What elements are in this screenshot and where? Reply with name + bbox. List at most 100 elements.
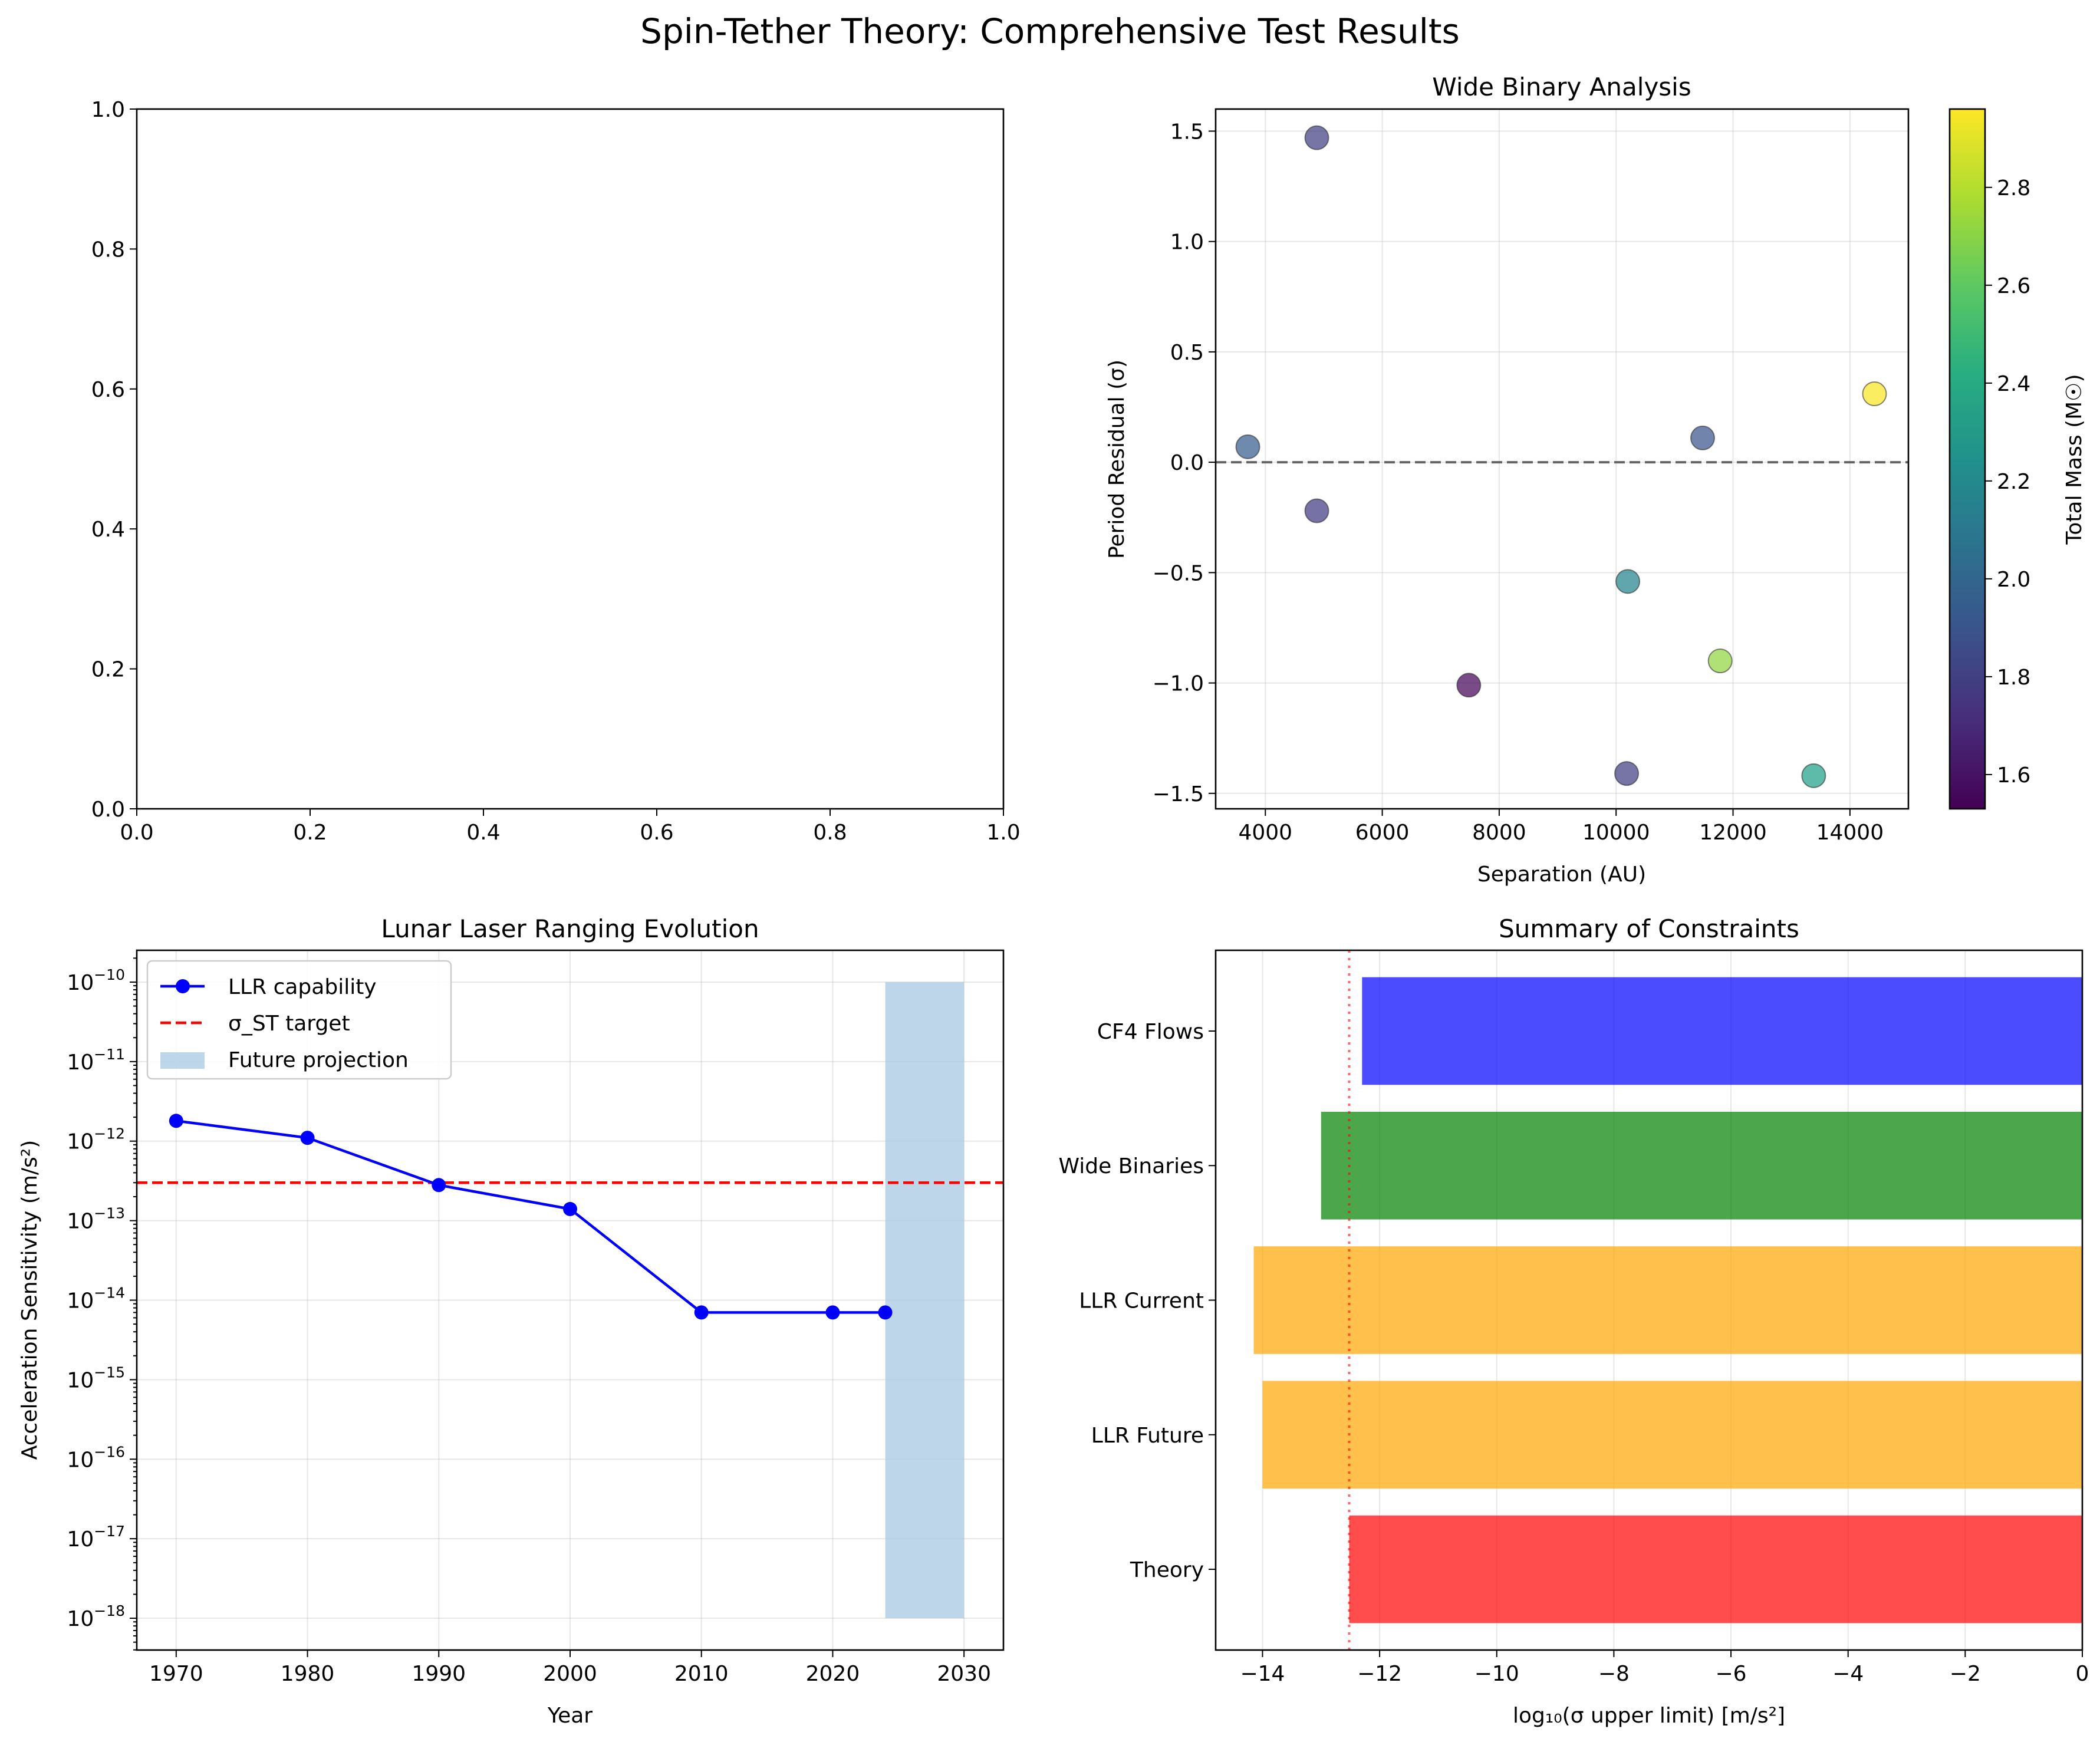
colorbar-tick-label: 1.6: [1997, 763, 2030, 788]
legend-span-label: Future projection: [228, 1048, 409, 1072]
legend-span-swatch: [160, 1052, 205, 1069]
y-tick-base: 10: [67, 1368, 94, 1392]
summary-frame: [1214, 949, 2083, 1651]
summary-panel: −14 −12 −10 −8 −6 −4 −2 0 CF4 Flows Wide Binaries…: [1058, 914, 2089, 1728]
colorbar-gradient: [1948, 108, 1986, 810]
empty-panel-ticks: 0.0 0.2 0.4 0.6 0.8 1.0 0.0 0.2 0.4 0.6 0.8 1.0: [91, 98, 1021, 845]
y-tick-label: 10−11: [67, 1046, 125, 1075]
binary-point: [1304, 498, 1329, 523]
llr-point: [563, 1201, 577, 1216]
y-tick-label: 0.0: [91, 798, 125, 822]
y-tick-exponent: −11: [94, 1046, 125, 1063]
constraint-bar: [1349, 1515, 2082, 1624]
binary-point: [1614, 761, 1640, 786]
y-tick-exponent: −14: [94, 1285, 125, 1302]
y-tick-exponent: −13: [94, 1205, 125, 1222]
colorbar-tick-label: 1.8: [1997, 666, 2030, 690]
llr-title: Lunar Laser Ranging Evolution: [381, 914, 759, 943]
y-tick-base: 10: [67, 1210, 94, 1234]
y-tick-exponent: −18: [94, 1602, 125, 1619]
y-tick-label: 10−18: [67, 1602, 125, 1631]
binary-point: [1304, 125, 1329, 150]
legend-llr-marker: [176, 979, 190, 993]
y-tick-exponent: −17: [94, 1523, 125, 1540]
colorbar-ticks: 1.6 1.8 2.0 2.2 2.4 2.6 2.8: [1985, 176, 2030, 788]
y-tick-label: −1.0: [1153, 672, 1204, 696]
empty-panel-frame: [136, 108, 1005, 810]
y-tick-label: 0.0: [1170, 451, 1204, 475]
colorbar-label: Total Mass (M☉): [2062, 374, 2086, 545]
y-tick-base: 10: [67, 971, 94, 995]
x-tick-label: 2030: [937, 1662, 991, 1686]
summary-ticks: −14 −12 −10 −8 −6 −4 −2 0 CF4 Flows Wide Binaries…: [1058, 1020, 2089, 1686]
legend-box: [146, 960, 452, 1080]
llr-point: [825, 1305, 840, 1320]
y-tick-exponent: −15: [94, 1364, 125, 1381]
legend-target-label: σ_ST target: [228, 1012, 350, 1036]
wide-binary-points: [1235, 125, 1887, 788]
y-tick-label: 1.5: [1170, 120, 1204, 144]
llr-point: [878, 1305, 893, 1320]
y-tick-label: 0.5: [1170, 341, 1204, 365]
colorbar-tick-label: 2.4: [1997, 372, 2030, 396]
x-tick-label: 14000: [1816, 821, 1884, 845]
mass-colorbar: 1.6 1.8 2.0 2.2 2.4 2.6 2.8 Total Mass (M☉): [1948, 108, 2086, 810]
summary-bars: [1253, 977, 2082, 1624]
x-tick-label: 0.2: [293, 821, 327, 845]
y-tick-exponent: −10: [94, 966, 125, 983]
y-tick-label: −0.5: [1153, 561, 1204, 585]
category-label: LLR Current: [1079, 1289, 1204, 1313]
x-tick-label: 1990: [412, 1662, 466, 1686]
llr-frame: [136, 949, 1005, 1651]
summary-title: Summary of Constraints: [1499, 914, 1799, 943]
y-tick-label: −1.5: [1153, 782, 1204, 806]
wide-binary-title: Wide Binary Analysis: [1432, 73, 1691, 101]
y-tick-label: 1.0: [1170, 230, 1204, 255]
constraint-bar: [1362, 977, 2082, 1085]
y-tick-label: 0.8: [91, 238, 125, 262]
binary-point: [1801, 763, 1826, 788]
category-label: CF4 Flows: [1097, 1020, 1204, 1044]
y-tick-label: 10−13: [67, 1205, 125, 1234]
x-tick-label: 0.6: [640, 821, 673, 845]
x-tick-label: 1980: [281, 1662, 335, 1686]
x-tick-label: 0.0: [120, 821, 153, 845]
llr-capability-points: [169, 1114, 893, 1320]
wide-binary-xlabel: Separation (AU): [1477, 862, 1646, 887]
binary-point: [1690, 425, 1715, 450]
x-tick-label: −14: [1240, 1662, 1285, 1686]
x-tick-label: 2010: [674, 1662, 729, 1686]
x-tick-label: −2: [1950, 1662, 1981, 1686]
legend-llr-label: LLR capability: [228, 975, 377, 999]
y-tick-label: 0.6: [91, 378, 125, 402]
wide-binary-panel: 4000 6000 8000 10000 12000 14000 −1.5 −1.0 −0.5 0…: [1105, 73, 1910, 887]
y-tick-label: 10−17: [67, 1523, 125, 1552]
x-tick-label: 8000: [1472, 821, 1526, 845]
constraint-bar: [1262, 1381, 2082, 1489]
constraint-bar: [1321, 1111, 2082, 1220]
wide-binary-grid: [1216, 109, 1908, 809]
llr-legend: LLR capability σ_ST target Future projec…: [146, 960, 452, 1080]
llr-point: [694, 1305, 709, 1320]
category-label: Theory: [1130, 1558, 1204, 1582]
llr-ylabel: Acceleration Sensitivity (m/s²): [18, 1140, 42, 1460]
binary-point: [1707, 648, 1733, 674]
y-tick-exponent: −16: [94, 1443, 125, 1460]
empty-panel: 0.0 0.2 0.4 0.6 0.8 1.0 0.0 0.2 0.4 0.6 0.8 1.0: [91, 98, 1021, 845]
binary-point: [1456, 673, 1482, 698]
x-tick-label: 2000: [543, 1662, 597, 1686]
binary-point: [1862, 381, 1887, 407]
summary-xlabel: log₁₀(σ upper limit) [m/s²]: [1513, 1704, 1785, 1728]
x-tick-label: −12: [1357, 1662, 1402, 1686]
x-tick-label: 6000: [1355, 821, 1410, 845]
x-tick-label: 0: [2076, 1662, 2089, 1686]
y-tick-base: 10: [67, 1448, 94, 1472]
x-tick-label: −10: [1474, 1662, 1519, 1686]
y-tick-exponent: −12: [94, 1125, 125, 1142]
y-tick-label: 10−15: [67, 1364, 125, 1392]
x-tick-label: 2020: [806, 1662, 860, 1686]
llr-panel: 1970 1980 1990 2000 2010 2020 203010−1810−1710…: [18, 914, 1005, 1728]
y-tick-label: 0.2: [91, 658, 125, 682]
x-tick-label: 4000: [1238, 821, 1292, 845]
